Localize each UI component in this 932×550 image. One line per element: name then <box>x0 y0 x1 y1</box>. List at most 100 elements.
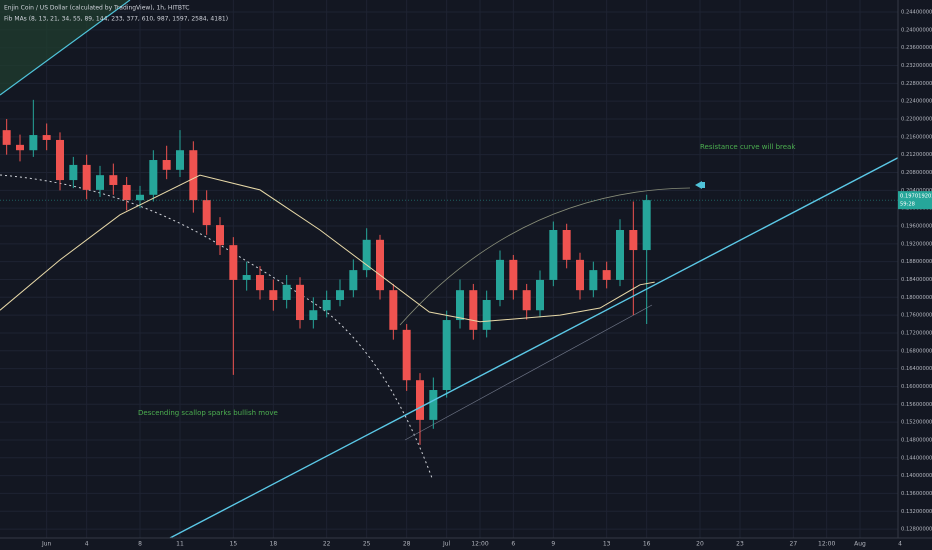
candle-body <box>16 144 24 151</box>
candle-body <box>309 310 318 321</box>
candle-body <box>536 279 544 311</box>
candle-body <box>429 390 438 420</box>
y-tick-label: 0.1920000000 <box>901 241 932 247</box>
y-tick-label: 0.1760000000 <box>901 313 932 319</box>
candle-body <box>189 150 198 201</box>
candle-body <box>456 290 464 321</box>
resistance-curve <box>399 187 691 326</box>
candle-body <box>176 150 184 170</box>
channel-line <box>404 304 653 441</box>
y-tick-label: 0.1640000000 <box>901 366 932 372</box>
candle-body <box>149 160 158 195</box>
x-tick-label: Jul <box>442 541 451 548</box>
x-tick-label: 11 <box>176 541 184 548</box>
candle-body <box>242 275 251 280</box>
y-tick-label: 0.2160000000 <box>901 134 932 140</box>
candle-body <box>629 229 638 251</box>
y-tick-label: 0.1800000000 <box>901 295 932 301</box>
y-tick-label: 0.2400000000 <box>901 27 932 33</box>
candle-body <box>562 229 571 260</box>
y-tick-label: 0.2040000000 <box>901 188 932 194</box>
annotation: Descending scallop sparks bullish move <box>138 409 278 417</box>
y-tick-label: 0.2320000000 <box>901 63 932 69</box>
candle-body <box>162 160 171 170</box>
y-tick-label: 0.1600000000 <box>901 384 932 390</box>
y-tick-label: 0.1680000000 <box>901 348 932 354</box>
candle-body <box>336 290 344 300</box>
candle-body <box>482 299 491 330</box>
candle-body <box>82 164 91 190</box>
candle-body <box>509 259 518 291</box>
x-tick-label: 13 <box>603 541 611 548</box>
legend-title: Enjin Coin / US Dollar (calculated by Tr… <box>4 5 189 12</box>
candle-body <box>96 175 104 190</box>
x-tick-label: 8 <box>138 541 142 548</box>
candle-body <box>469 290 478 330</box>
y-tick-label: 0.1560000000 <box>901 402 932 408</box>
y-tick-label: 0.2280000000 <box>901 81 932 87</box>
y-tick-label: 0.1520000000 <box>901 420 932 426</box>
y-tick-label: 0.1400000000 <box>901 473 932 479</box>
y-tick-label: 0.1360000000 <box>901 491 932 497</box>
x-tick-label: 4 <box>898 541 902 548</box>
y-tick-label: 0.1880000000 <box>901 259 932 265</box>
x-tick-label: 20 <box>696 541 704 548</box>
y-tick-label: 0.1440000000 <box>901 455 932 461</box>
y-tick-label: 0.2120000000 <box>901 152 932 158</box>
candle-body <box>2 130 11 145</box>
x-tick-label: 23 <box>736 541 744 548</box>
candle-body <box>29 135 38 151</box>
candle-body <box>229 245 238 280</box>
price-box <box>898 191 932 210</box>
moving-average <box>0 174 655 323</box>
x-tick-label: Aug <box>854 541 866 548</box>
candle-body <box>282 284 291 300</box>
y-tick-label: 0.2200000000 <box>901 117 932 123</box>
scallop-curve <box>0 174 433 479</box>
plot <box>0 99 898 445</box>
arrow-icon <box>695 181 702 189</box>
candle-body <box>42 135 51 140</box>
x-tick-label: 6 <box>511 541 515 548</box>
candle-body <box>402 329 411 381</box>
candle-body <box>136 194 144 201</box>
x-tick-label: Jun <box>41 541 52 548</box>
candle-body <box>269 290 278 300</box>
candle-body <box>362 239 371 271</box>
y-tick-label: 0.2080000000 <box>901 170 932 176</box>
candle-body <box>576 259 584 291</box>
legend-indicator: Fib MAs (8, 13, 21, 34, 55, 89, 144, 233… <box>4 16 228 23</box>
axes: 0.2440000000 0.2400000000 0.2360000000 0.23… <box>41 10 932 548</box>
candle-body <box>216 225 224 246</box>
y-tick-label: 0.1960000000 <box>901 223 932 229</box>
x-tick-label: 18 <box>270 541 278 548</box>
y-tick-label: 0.2360000000 <box>901 45 932 51</box>
price-axis <box>898 0 932 538</box>
x-tick-label: 15 <box>230 541 238 548</box>
candle-body <box>642 200 651 251</box>
candle-body <box>442 320 451 391</box>
arrow-icon <box>701 182 705 188</box>
candle-body <box>389 290 398 330</box>
annotation: Resistance curve will break <box>700 143 796 151</box>
candle-body <box>322 299 331 311</box>
countdown: 59:28 <box>900 202 915 208</box>
candle-body <box>602 270 611 280</box>
x-tick-label: 12:00 <box>818 541 835 548</box>
price-label: 0.1970192023 <box>900 194 932 200</box>
candle-body <box>416 380 424 420</box>
x-tick-label: 25 <box>363 541 371 548</box>
x-tick-label: 16 <box>643 541 651 548</box>
y-tick-label: 0.2440000000 <box>901 10 932 16</box>
y-tick-label: 0.1280000000 <box>901 527 932 533</box>
y-tick-label: 0.2240000000 <box>901 99 932 105</box>
candle-body <box>522 290 531 311</box>
candle-body <box>496 259 504 300</box>
x-tick-label: 27 <box>790 541 798 548</box>
y-tick-label: 0.1480000000 <box>901 437 932 443</box>
candle-body <box>589 270 598 291</box>
x-tick-label: 12:00 <box>471 541 488 548</box>
